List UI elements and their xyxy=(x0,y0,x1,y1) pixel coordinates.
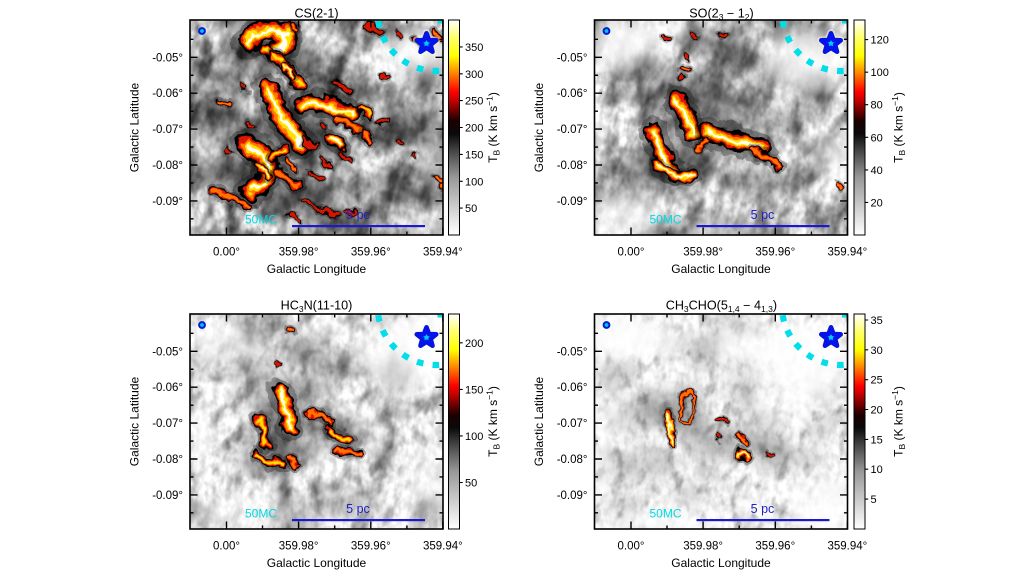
svg-text:100: 100 xyxy=(465,431,483,443)
svg-text:5 pc: 5 pc xyxy=(751,208,775,222)
svg-text:5 pc: 5 pc xyxy=(346,502,370,516)
svg-text:TB (K km s−1): TB (K km s−1) xyxy=(890,386,907,457)
svg-text:40: 40 xyxy=(871,165,883,177)
svg-text:TB (K km s−1): TB (K km s−1) xyxy=(485,386,502,457)
svg-text:CS(2-1): CS(2-1) xyxy=(294,7,338,21)
svg-text:35: 35 xyxy=(871,315,883,327)
svg-text:-0.06°: -0.06° xyxy=(557,382,588,394)
svg-text:-0.08°: -0.08° xyxy=(152,160,183,172)
svg-text:-0.07°: -0.07° xyxy=(152,124,183,136)
svg-text:15: 15 xyxy=(871,434,883,446)
svg-text:-0.05°: -0.05° xyxy=(557,52,588,64)
svg-text:359.94°: 359.94° xyxy=(423,247,463,259)
svg-text:100: 100 xyxy=(871,67,889,79)
svg-text:Galactic Latitude: Galactic Latitude xyxy=(532,376,546,466)
svg-text:359.96°: 359.96° xyxy=(755,247,795,259)
svg-text:Galactic Longitude: Galactic Longitude xyxy=(267,556,367,570)
svg-text:359.96°: 359.96° xyxy=(351,541,391,553)
svg-text:-0.05°: -0.05° xyxy=(152,346,183,358)
svg-text:359.96°: 359.96° xyxy=(351,247,391,259)
svg-text:SO(23 − 12): SO(23 − 12) xyxy=(689,7,753,23)
svg-text:250: 250 xyxy=(465,96,483,108)
svg-text:60: 60 xyxy=(871,132,883,144)
svg-text:359.98°: 359.98° xyxy=(279,247,319,259)
svg-text:Galactic Latitude: Galactic Latitude xyxy=(128,376,142,466)
svg-text:-0.09°: -0.09° xyxy=(152,196,183,208)
svg-text:100: 100 xyxy=(465,176,483,188)
svg-text:20: 20 xyxy=(871,197,883,209)
svg-text:-0.09°: -0.09° xyxy=(557,490,588,502)
svg-text:150: 150 xyxy=(465,384,483,396)
svg-text:-0.06°: -0.06° xyxy=(152,88,183,100)
svg-text:20: 20 xyxy=(871,405,883,417)
svg-text:50MC: 50MC xyxy=(649,507,681,521)
svg-text:-0.08°: -0.08° xyxy=(557,160,588,172)
svg-text:-0.08°: -0.08° xyxy=(152,454,183,466)
svg-text:-0.07°: -0.07° xyxy=(557,124,588,136)
svg-text:359.94°: 359.94° xyxy=(828,247,868,259)
svg-text:5: 5 xyxy=(871,494,877,506)
svg-text:Galactic Longitude: Galactic Longitude xyxy=(267,262,367,276)
svg-text:359.98°: 359.98° xyxy=(683,541,723,553)
svg-text:80: 80 xyxy=(871,100,883,112)
svg-text:HC3N(11-10): HC3N(11-10) xyxy=(281,299,353,315)
svg-text:-0.07°: -0.07° xyxy=(152,418,183,430)
svg-text:120: 120 xyxy=(871,35,889,47)
svg-text:-0.05°: -0.05° xyxy=(557,346,588,358)
svg-text:5 pc: 5 pc xyxy=(751,502,775,516)
svg-text:-0.05°: -0.05° xyxy=(152,52,183,64)
svg-text:359.94°: 359.94° xyxy=(828,541,868,553)
svg-text:300: 300 xyxy=(465,69,483,81)
svg-text:-0.09°: -0.09° xyxy=(557,196,588,208)
svg-text:359.98°: 359.98° xyxy=(683,247,723,259)
svg-text:-0.06°: -0.06° xyxy=(152,382,183,394)
svg-text:50MC: 50MC xyxy=(649,213,681,227)
svg-text:Galactic Latitude: Galactic Latitude xyxy=(128,82,142,172)
svg-text:0.00°: 0.00° xyxy=(213,247,240,259)
svg-text:50: 50 xyxy=(465,478,477,490)
svg-text:0.00°: 0.00° xyxy=(213,541,240,553)
svg-text:Galactic Longitude: Galactic Longitude xyxy=(671,556,771,570)
svg-text:200: 200 xyxy=(465,123,483,135)
svg-text:0.00°: 0.00° xyxy=(618,247,645,259)
svg-text:30: 30 xyxy=(871,345,883,357)
svg-text:150: 150 xyxy=(465,149,483,161)
svg-text:25: 25 xyxy=(871,375,883,387)
svg-text:10: 10 xyxy=(871,464,883,476)
svg-text:-0.09°: -0.09° xyxy=(152,490,183,502)
svg-text:Galactic Latitude: Galactic Latitude xyxy=(532,82,546,172)
svg-text:50MC: 50MC xyxy=(245,213,277,227)
svg-text:TB (K km s−1): TB (K km s−1) xyxy=(485,92,502,163)
svg-text:-0.07°: -0.07° xyxy=(557,418,588,430)
svg-text:359.94°: 359.94° xyxy=(423,541,463,553)
svg-text:359.96°: 359.96° xyxy=(755,541,795,553)
svg-text:0.00°: 0.00° xyxy=(618,541,645,553)
svg-text:-0.08°: -0.08° xyxy=(557,454,588,466)
svg-text:TB (K km s−1): TB (K km s−1) xyxy=(890,92,907,163)
svg-text:-0.06°: -0.06° xyxy=(557,88,588,100)
svg-text:200: 200 xyxy=(465,338,483,350)
svg-text:50: 50 xyxy=(465,203,477,215)
svg-text:359.98°: 359.98° xyxy=(279,541,319,553)
svg-text:CH3CHO(51,4 − 41,3): CH3CHO(51,4 − 41,3) xyxy=(666,299,777,315)
svg-text:50MC: 50MC xyxy=(245,507,277,521)
svg-text:350: 350 xyxy=(465,42,483,54)
svg-text:5 pc: 5 pc xyxy=(346,208,370,222)
svg-text:Galactic Longitude: Galactic Longitude xyxy=(671,262,771,276)
